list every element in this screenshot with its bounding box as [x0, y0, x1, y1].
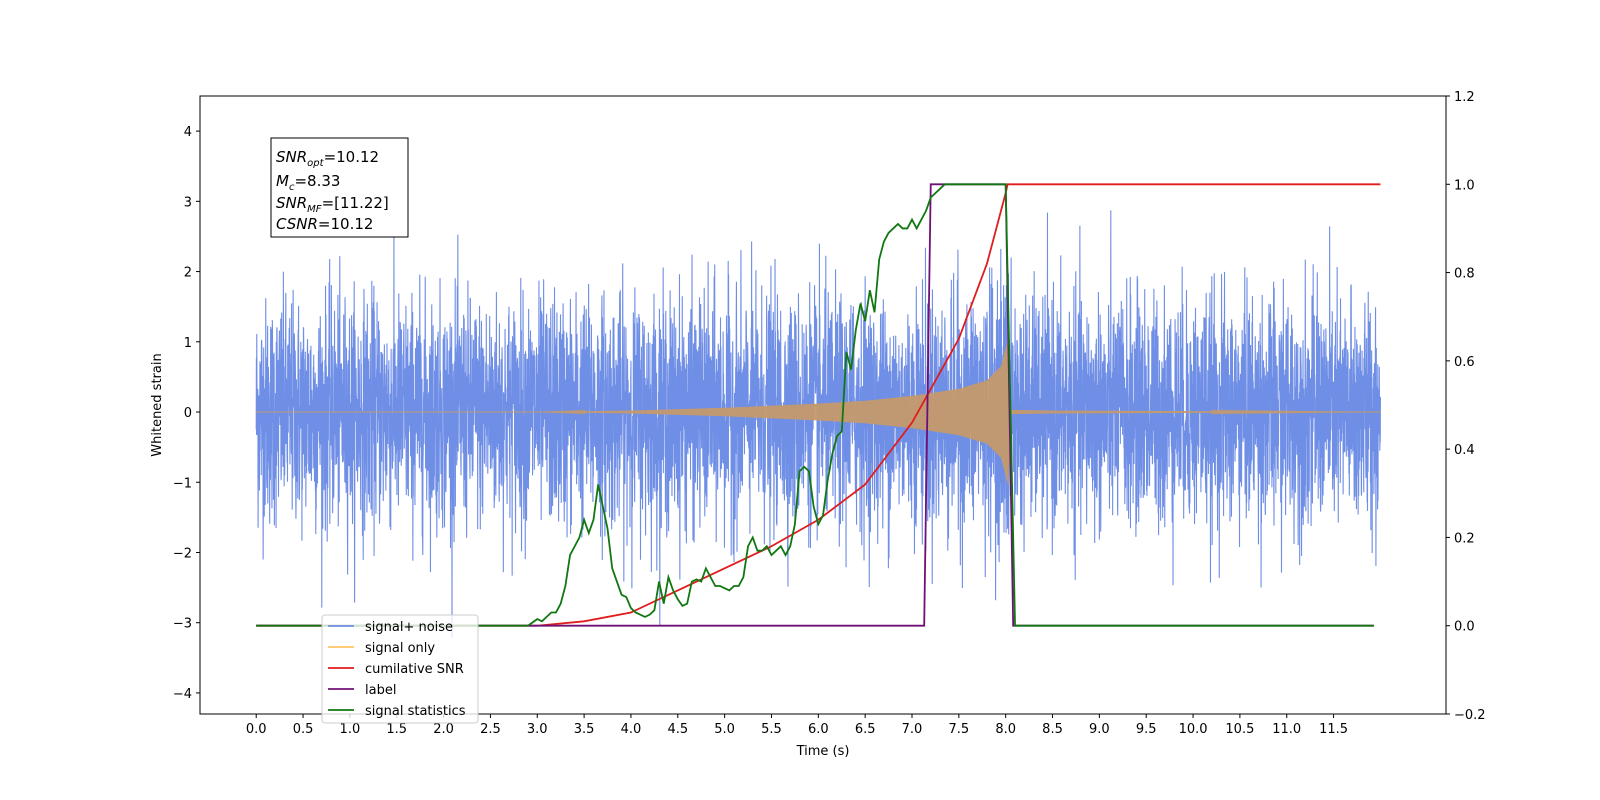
x-tick-label: 4.0: [621, 722, 642, 737]
x-tick-label: 9.0: [1089, 722, 1110, 737]
x-tick-label: 0.5: [293, 722, 314, 737]
right-tick-label: 0.2: [1454, 531, 1475, 546]
annotation-line-snr-opt: SNRopt=10.12: [276, 148, 379, 169]
legend-frame: [321, 614, 479, 724]
x-tick-label: 8.5: [1042, 722, 1063, 737]
y-tick-label: 2: [184, 266, 192, 281]
legend-label: label: [365, 683, 396, 698]
y-axis-ticks: −4 −3 −2 −1 0 1 2 3 4: [173, 125, 200, 702]
right-tick-label: 0.4: [1454, 443, 1475, 458]
right-axis-ticks: −0.2 0.0 0.2 0.4 0.6 0.8 1.0 1.2: [1446, 90, 1486, 723]
x-tick-label: 8.0: [995, 722, 1016, 737]
x-tick-label: 1.5: [386, 722, 407, 737]
legend: signal+ noise signal only cumilative SNR la…: [321, 614, 479, 724]
right-tick-label: 0.6: [1454, 355, 1475, 370]
x-tick-label: 3.5: [574, 722, 595, 737]
x-tick-label: 1.0: [340, 722, 361, 737]
x-tick-label: 0.0: [246, 722, 267, 737]
annotation-line-snr-mf: SNRMF=[11.22]: [276, 194, 389, 215]
legend-label: cumilative SNR: [365, 662, 464, 677]
x-tick-label: 3.0: [527, 722, 548, 737]
x-tick-label: 10.0: [1179, 722, 1208, 737]
annotation-box: SNRopt=10.12 Mc=8.33 SNRMF=[11.22] CSNR=…: [270, 137, 409, 238]
x-axis-label: Time (s): [796, 744, 850, 759]
x-axis-ticks: 0.0 0.5 1.0 1.5 2.0 2.5 3.0 3.5 4.0 4.5 5.0 5.5 6.0 6…: [246, 714, 1348, 737]
y-tick-label: −2: [173, 546, 192, 561]
y-tick-label: 4: [184, 125, 192, 140]
x-tick-label: 10.5: [1225, 722, 1254, 737]
x-tick-label: 5.5: [761, 722, 782, 737]
y-tick-label: −1: [173, 476, 192, 491]
plot-frame: [199, 95, 1447, 715]
x-tick-label: 11.5: [1319, 722, 1348, 737]
y-tick-label: 3: [184, 195, 192, 210]
x-tick-label: 5.0: [714, 722, 735, 737]
x-tick-label: 4.5: [667, 722, 688, 737]
x-tick-label: 6.0: [808, 722, 829, 737]
series-layer: [255, 183, 1381, 638]
right-tick-label: 1.0: [1454, 178, 1475, 193]
right-tick-label: 0.8: [1454, 267, 1475, 282]
legend-label: signal statistics: [365, 704, 466, 719]
x-tick-label: 7.5: [948, 722, 969, 737]
x-tick-label: 6.5: [855, 722, 876, 737]
x-tick-label: 9.5: [1136, 722, 1157, 737]
right-tick-label: −0.2: [1454, 708, 1486, 723]
x-tick-label: 2.5: [480, 722, 501, 737]
series-signal-noise: [255, 210, 1381, 638]
annotation-line-mc: Mc=8.33: [276, 172, 340, 193]
x-tick-label: 7.0: [902, 722, 923, 737]
x-tick-label: 2.0: [433, 722, 454, 737]
series-signal-statistics: [256, 183, 1374, 627]
y-tick-label: 1: [184, 336, 192, 351]
right-tick-label: 1.2: [1454, 90, 1475, 105]
legend-label: signal only: [365, 641, 435, 656]
y-tick-label: −3: [173, 617, 192, 632]
right-tick-label: 0.0: [1454, 620, 1475, 635]
y-tick-label: −4: [173, 687, 192, 702]
y-tick-label: 0: [184, 406, 192, 421]
series-signal-only: [256, 340, 1381, 486]
annotation-line-csnr: CSNR=10.12: [276, 215, 373, 233]
x-tick-label: 11.0: [1272, 722, 1301, 737]
y-axis-label: Whitened strain: [150, 353, 165, 456]
legend-label: signal+ noise: [365, 620, 453, 635]
